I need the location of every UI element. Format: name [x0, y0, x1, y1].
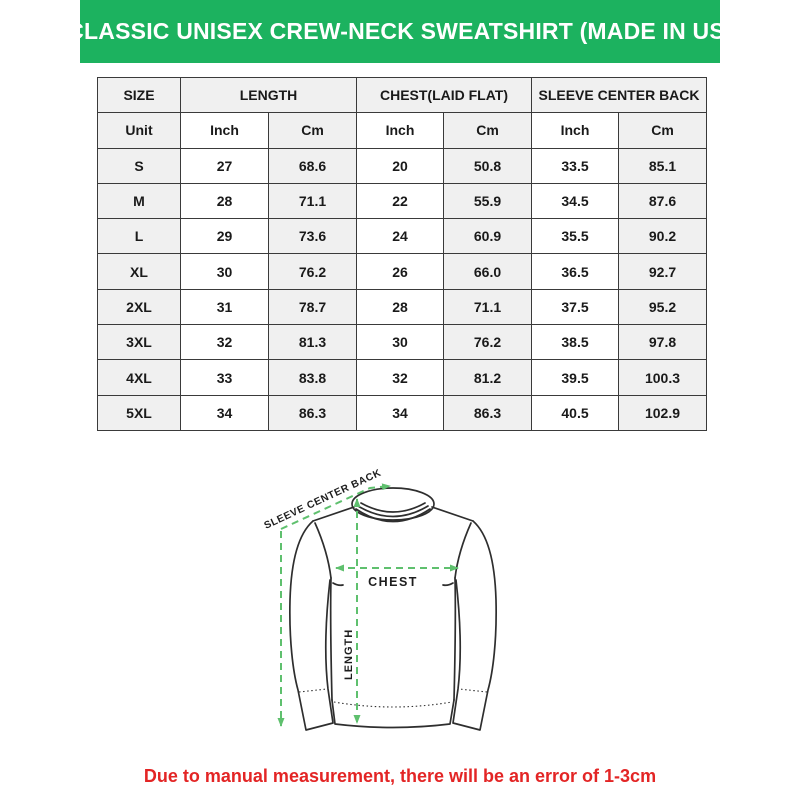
sleeve-inch-cell: 39.5	[531, 359, 619, 396]
length-cm-cell: 73.6	[268, 218, 357, 255]
length-inch-cell: 30	[180, 253, 269, 290]
chest-cm-cell: 76.2	[443, 324, 532, 361]
sleeve-inch-cell: 35.5	[531, 218, 619, 255]
sleeve-inch-cell: 38.5	[531, 324, 619, 361]
sleeve-cm-cell: 102.9	[618, 394, 707, 431]
unit-row: Unit Inch Cm Inch Cm Inch Cm	[97, 112, 707, 149]
chest-inch-cell: 30	[356, 324, 444, 361]
table-row-2xl: 2XL 31 78.7 28 71.1 37.5 95.2	[97, 288, 707, 326]
sleeve-cm-cell: 95.2	[618, 288, 707, 326]
body-right-edge	[453, 577, 457, 701]
length-inch-cell: 34	[180, 394, 269, 431]
size-chart-table: SIZE LENGTH CHEST(LAID FLAT) SLEEVE CENT…	[97, 76, 707, 431]
size-cell: L	[97, 218, 181, 255]
unit-label-cell: Unit	[97, 112, 181, 149]
measurement-guides	[277, 483, 459, 727]
column-group-row: SIZE LENGTH CHEST(LAID FLAT) SLEEVE CENT…	[97, 76, 707, 114]
table-row-5xl: 5XL 34 86.3 34 86.3 40.5 102.9	[97, 394, 707, 431]
right-shoulder-line	[431, 506, 474, 522]
length-cm-cell: 81.3	[268, 324, 357, 361]
col-header-length: LENGTH	[180, 76, 357, 114]
size-cell: XL	[97, 253, 181, 290]
chest-cm-cell: 71.1	[443, 288, 532, 326]
sleeve-cm-cell: 90.2	[618, 218, 707, 255]
sleeve-center-back-label: SLEEVE CENTER BACK	[263, 468, 384, 532]
length-cm-cell: 83.8	[268, 359, 357, 396]
length-inch-cell: 29	[180, 218, 269, 255]
length-cm-cell: 86.3	[268, 394, 357, 431]
table-row-xl: XL 30 76.2 26 66.0 36.5 92.7	[97, 253, 707, 290]
size-cell: 3XL	[97, 324, 181, 361]
chest-cm-cell: 81.2	[443, 359, 532, 396]
sleeve-inch-cell: 36.5	[531, 253, 619, 290]
collar-outline	[351, 487, 435, 521]
length-cm-cell: 71.1	[268, 182, 357, 220]
hem-stitch-line	[333, 701, 453, 708]
chest-cm-cell: 66.0	[443, 253, 532, 290]
chest-inch-cell: 32	[356, 359, 444, 396]
length-cm-header: Cm	[268, 112, 357, 149]
sleeve-cm-header: Cm	[618, 112, 707, 149]
table-row-3xl: 3XL 32 81.3 30 76.2 38.5 97.8	[97, 324, 707, 361]
sleeve-cm-cell: 87.6	[618, 182, 707, 220]
size-cell: 5XL	[97, 394, 181, 431]
sleeve-inch-cell: 34.5	[531, 182, 619, 220]
collar-rib-line	[360, 502, 426, 513]
size-cell: 2XL	[97, 288, 181, 326]
chest-inch-cell: 24	[356, 218, 444, 255]
sleeve-cm-cell: 92.7	[618, 253, 707, 290]
length-inch-cell: 33	[180, 359, 269, 396]
chest-inch-cell: 20	[356, 147, 444, 184]
sleeve-inch-cell: 37.5	[531, 288, 619, 326]
page-title: CLASSIC UNISEX CREW-NECK SWEATSHIRT (MAD…	[67, 18, 733, 44]
length-label: LENGTH	[343, 629, 355, 680]
sweatshirt-outline-drawing	[288, 487, 498, 731]
title-banner: CLASSIC UNISEX CREW-NECK SWEATSHIRT (MAD…	[67, 0, 733, 63]
sleeve-inch-header: Inch	[531, 112, 619, 149]
col-header-size: SIZE	[97, 76, 181, 114]
chest-cm-cell: 86.3	[443, 394, 532, 431]
col-header-sleeve: SLEEVE CENTER BACK	[531, 76, 707, 114]
right-sleeve-outline	[452, 520, 498, 731]
measurement-error-note: Due to manual measurement, there will be…	[143, 766, 657, 786]
left-cuff-stitch-line	[298, 688, 328, 693]
body-left-edge	[329, 577, 333, 701]
left-sleeve-outline	[288, 520, 334, 731]
length-cm-cell: 76.2	[268, 253, 357, 290]
chest-inch-cell: 26	[356, 253, 444, 290]
left-armpit-crease	[332, 582, 344, 587]
table-row-m: M 28 71.1 22 55.9 34.5 87.6	[97, 182, 707, 220]
chest-cm-header: Cm	[443, 112, 532, 149]
chest-inch-cell: 34	[356, 394, 444, 431]
right-armpit-crease	[442, 582, 454, 587]
length-inch-cell: 27	[180, 147, 269, 184]
chest-cm-cell: 60.9	[443, 218, 532, 255]
sleeve-center-back-guide-line	[280, 483, 391, 530]
collar-rib-line	[355, 508, 431, 523]
sleeve-cm-cell: 100.3	[618, 359, 707, 396]
length-inch-header: Inch	[180, 112, 269, 149]
hem-band-outline	[331, 699, 455, 729]
sleeve-inch-cell: 40.5	[531, 394, 619, 431]
chest-inch-header: Inch	[356, 112, 444, 149]
right-sleeve-seam	[454, 522, 472, 579]
table-row-s: S 27 68.6 20 50.8 33.5 85.1	[97, 147, 707, 184]
left-sleeve-seam	[314, 522, 332, 579]
right-cuff-stitch-line	[458, 688, 488, 693]
length-cm-cell: 78.7	[268, 288, 357, 326]
table-row-l: L 29 73.6 24 60.9 35.5 90.2	[97, 218, 707, 255]
col-header-chest: CHEST(LAID FLAT)	[356, 76, 532, 114]
length-inch-cell: 32	[180, 324, 269, 361]
chest-label: CHEST	[368, 575, 418, 589]
collar-rib-line	[357, 505, 429, 518]
size-cell: M	[97, 182, 181, 220]
length-cm-cell: 68.6	[268, 147, 357, 184]
left-shoulder-line	[312, 506, 355, 522]
